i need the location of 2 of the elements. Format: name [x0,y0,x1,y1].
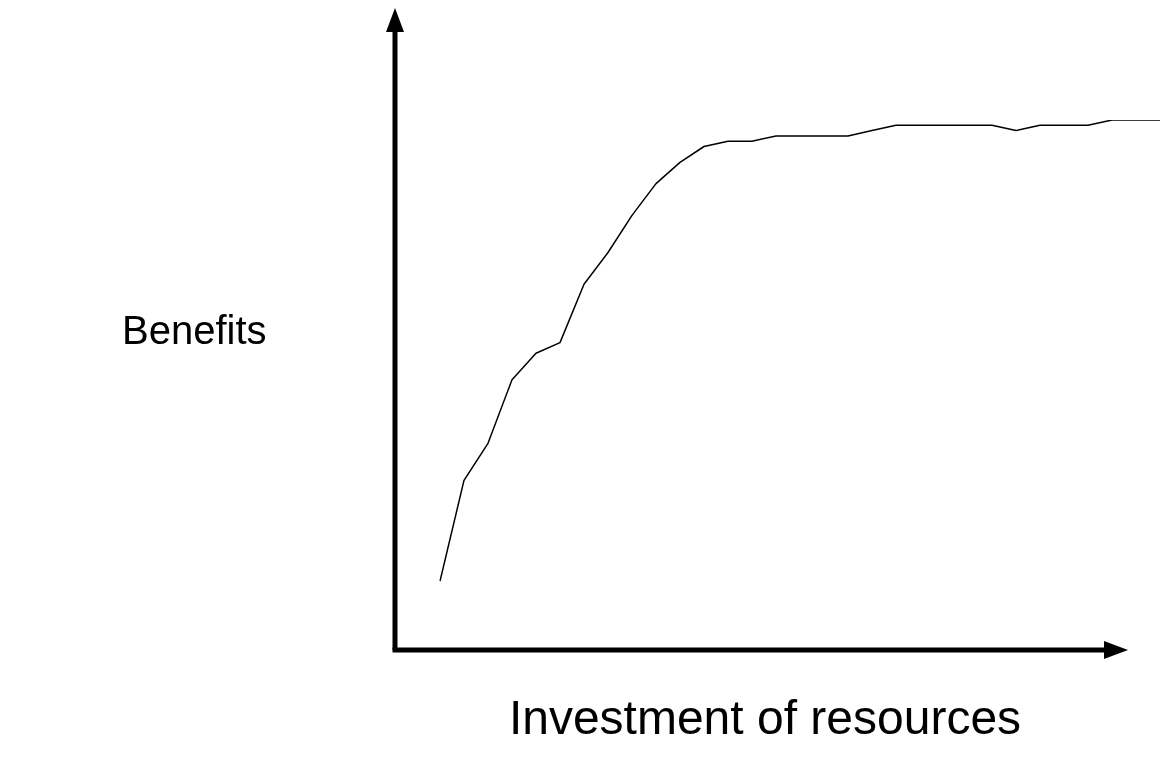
x-axis-title: Investment of resources [507,690,1023,745]
y-axis-title: Benefits [122,308,267,353]
